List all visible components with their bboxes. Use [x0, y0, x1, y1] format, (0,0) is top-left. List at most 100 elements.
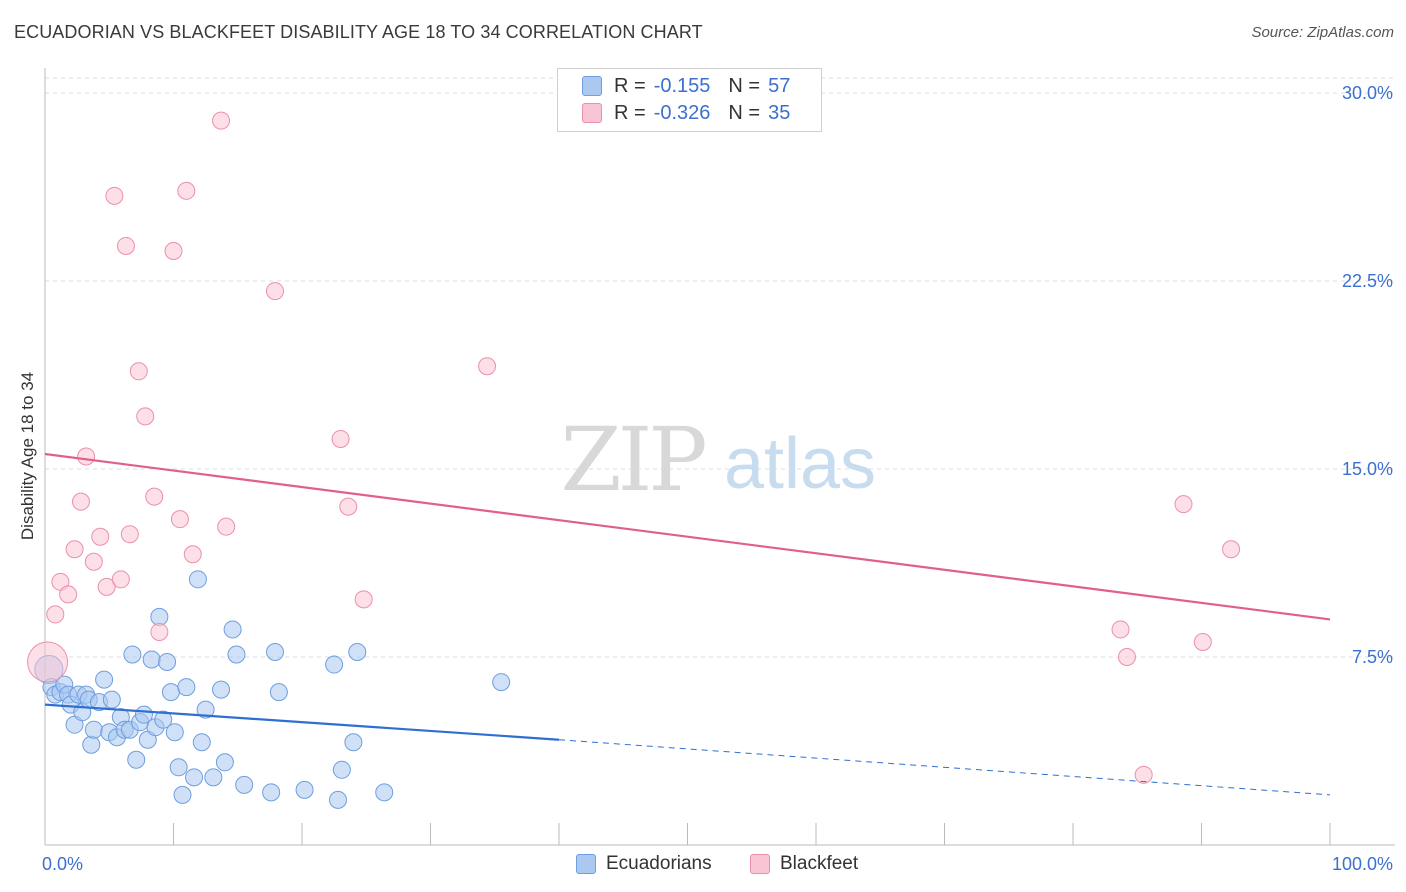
blackfeet-point — [65, 540, 84, 559]
ecuadorians-trend-line — [44, 703, 560, 741]
legend-r-value: -0.155 — [653, 74, 711, 97]
blackfeet-point — [46, 605, 65, 624]
grid-lines — [45, 77, 1395, 658]
x-tick-label: 100.0% — [1332, 854, 1393, 874]
blackfeet-point — [170, 510, 189, 529]
stats-legend: R = -0.155 N = 57 R = -0.326 N = 35 — [557, 68, 822, 132]
bottom-legend-label: Blackfeet — [780, 853, 859, 874]
ecuadorians-point — [84, 720, 103, 739]
ecuadorians-point — [223, 620, 242, 639]
ecuadorians-point — [142, 650, 161, 669]
bottom-legend-swatch-blackfeet — [750, 854, 770, 874]
blackfeet-point — [1117, 648, 1136, 667]
ecuadorians-point — [348, 643, 367, 662]
x-tick-label: 0.0% — [42, 854, 83, 874]
y-tick-label: 15.0% — [1342, 459, 1393, 479]
ecuadorians-point — [169, 758, 188, 777]
blackfeet-point — [59, 585, 78, 604]
ecuadorians-point — [127, 750, 146, 769]
ecuadorians-point — [188, 570, 207, 589]
axes — [44, 68, 1395, 846]
blackfeet-point — [1174, 495, 1193, 514]
y-tick-label: 22.5% — [1342, 271, 1393, 291]
blackfeet-point — [164, 241, 183, 260]
ecuadorians-point — [332, 760, 351, 779]
ecuadorians-point — [269, 683, 288, 702]
bottom-legend-ecuadorians: Ecuadorians — [576, 852, 712, 876]
watermark-zip: ZIP — [560, 408, 705, 511]
blackfeet-point — [354, 590, 373, 609]
ecuadorians-point — [185, 768, 204, 787]
blackfeet-point — [478, 357, 497, 376]
blackfeet-point — [212, 111, 231, 130]
blackfeet-point — [183, 545, 202, 564]
blackfeet-trend-line — [44, 452, 1331, 621]
ecuadorians-point — [173, 785, 192, 804]
ecuadorians-point — [95, 670, 114, 689]
ecuadorians-point — [227, 645, 246, 664]
bottom-legend-blackfeet: Blackfeet — [750, 852, 858, 876]
legend-n-value: 57 — [768, 74, 791, 97]
blackfeet-point — [84, 552, 103, 571]
tick-labels: 7.5% 15.0% 22.5% 30.0% 0.0% 100.0% — [42, 83, 1393, 874]
bottom-legend-label: Ecuadorians — [606, 853, 712, 874]
blackfeet-point — [129, 362, 148, 381]
ecuadorians-point — [325, 655, 344, 674]
ecuadorians-point — [262, 783, 281, 802]
chart-title: ECUADORIAN VS BLACKFEET DISABILITY AGE 1… — [14, 22, 703, 42]
legend-n-label: N = — [728, 74, 761, 97]
y-tick-label: 7.5% — [1352, 647, 1393, 667]
ecuadorians-point — [266, 643, 285, 662]
ecuadorians-point — [158, 653, 177, 672]
blackfeet-point — [266, 282, 285, 301]
legend-r-label: R = — [614, 101, 646, 124]
blackfeet-point — [1222, 540, 1241, 559]
blackfeet-point — [91, 527, 110, 546]
trend-lines — [44, 452, 1331, 796]
blackfeet-point — [27, 641, 69, 683]
blackfeet-point — [105, 186, 124, 205]
blackfeet-point — [339, 497, 358, 516]
blackfeet-point — [116, 236, 135, 255]
ecuadorians-point — [215, 753, 234, 772]
legend-n-label: N = — [728, 101, 761, 124]
watermark: ZIP atlas — [560, 408, 876, 511]
ecuadorians-point — [192, 733, 211, 752]
ecuadorians-point — [204, 768, 223, 787]
blackfeet-point — [120, 525, 139, 544]
ecuadorians-point — [82, 735, 101, 754]
blackfeet-point — [150, 622, 169, 641]
legend-row-ecuadorians: R = -0.155 N = 57 — [582, 74, 790, 98]
ecuadorians-point — [165, 723, 184, 742]
watermark-atlas: atlas — [724, 424, 876, 504]
blackfeet-point — [97, 577, 116, 596]
ecuadorians-point — [212, 680, 231, 699]
legend-swatch-ecuadorians — [582, 76, 602, 96]
data-points — [27, 111, 1241, 809]
ecuadorians-point — [177, 678, 196, 697]
blackfeet-point — [145, 487, 164, 506]
blackfeet-point — [1134, 765, 1153, 784]
blackfeet-point — [1193, 632, 1212, 651]
blackfeet-point — [136, 407, 155, 426]
legend-r-label: R = — [614, 74, 646, 97]
ecuadorians-trend-line-extension — [558, 739, 1331, 796]
blackfeet-point — [217, 517, 236, 536]
blackfeet-point — [177, 181, 196, 200]
legend-swatch-blackfeet — [582, 103, 602, 123]
ecuadorians-point — [344, 733, 363, 752]
legend-n-value: 35 — [768, 101, 791, 124]
ecuadorians-point — [196, 700, 215, 719]
ecuadorians-point — [123, 645, 142, 664]
ecuadorians-point — [375, 783, 394, 802]
blackfeet-point — [71, 492, 90, 511]
legend-r-value: -0.326 — [653, 101, 711, 124]
ecuadorians-point — [154, 710, 173, 729]
blackfeet-point — [111, 570, 130, 589]
ecuadorians-point — [295, 780, 314, 799]
ecuadorians-point — [150, 607, 169, 626]
ecuadorians-point — [161, 683, 180, 702]
bottom-legend-swatch-ecuadorians — [576, 854, 596, 874]
blackfeet-point — [77, 447, 96, 466]
